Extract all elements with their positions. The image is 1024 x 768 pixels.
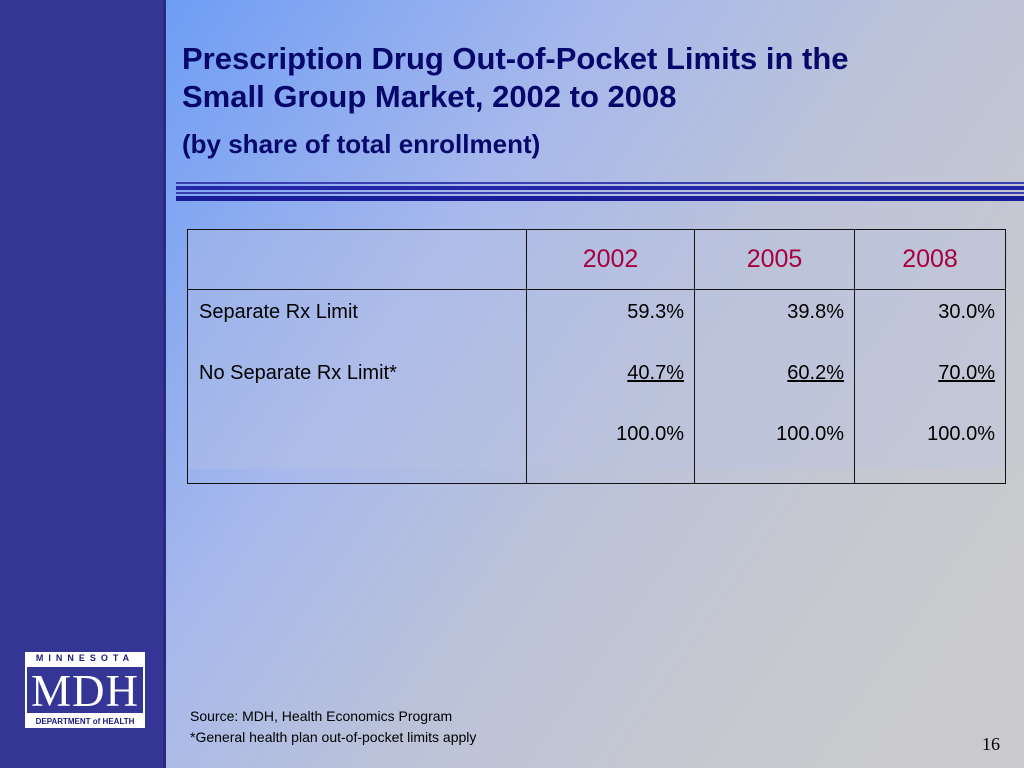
left-sidebar [0, 0, 163, 768]
value-2008-separate: 30.0% [938, 301, 995, 323]
asterisk-note: *General health plan out-of-pocket limit… [190, 729, 477, 745]
logo-bottom-text: DEPARTMENT of HEALTH [25, 715, 145, 728]
value-2002-no-separate: 40.7% [627, 362, 684, 384]
page-number: 16 [982, 734, 1000, 754]
table-body-row: Separate Rx Limit No Separate Rx Limit* … [187, 289, 1006, 484]
value-2002-separate: 59.3% [627, 301, 684, 323]
value-2005-total: 100.0% [776, 423, 844, 445]
values-2005-cell: 39.8% 60.2% 100.0% [694, 289, 855, 484]
value-2005-no-separate: 60.2% [787, 362, 844, 384]
row-label-separate-rx: Separate Rx Limit [199, 301, 358, 323]
value-2005-separate: 39.8% [787, 301, 844, 323]
value-2008-no-separate: 70.0% [938, 362, 995, 384]
value-2008-total: 100.0% [927, 423, 995, 445]
header-2002: 2002 [526, 229, 695, 290]
logo-main-text: MDH [25, 665, 145, 715]
header-empty [187, 229, 527, 290]
header-2008: 2008 [854, 229, 1006, 290]
values-2002-cell: 59.3% 40.7% 100.0% [526, 289, 695, 484]
title-divider [176, 182, 1024, 204]
slide-title: Prescription Drug Out-of-Pocket Limits i… [182, 40, 1002, 116]
title-line-2: Small Group Market, 2002 to 2008 [182, 79, 677, 114]
sidebar-edge [163, 0, 166, 768]
rx-limits-table: 2002 2005 2008 Separate Rx Limit No Sepa… [187, 229, 1006, 484]
table-header-row: 2002 2005 2008 [187, 229, 1006, 290]
mdh-logo: MINNESOTA MDH DEPARTMENT of HEALTH [25, 652, 145, 728]
footnote: Source: MDH, Health Economics Program *G… [190, 706, 476, 748]
value-2002-total: 100.0% [616, 423, 684, 445]
title-line-1: Prescription Drug Out-of-Pocket Limits i… [182, 41, 849, 76]
row-labels-cell: Separate Rx Limit No Separate Rx Limit* [187, 289, 527, 484]
values-2008-cell: 30.0% 70.0% 100.0% [854, 289, 1006, 484]
row-label-total [199, 422, 516, 483]
row-label-no-separate-rx: No Separate Rx Limit* [199, 362, 397, 384]
slide-subtitle: (by share of total enrollment) [182, 129, 541, 159]
source-note: Source: MDH, Health Economics Program [190, 708, 453, 724]
header-2005: 2005 [694, 229, 855, 290]
logo-top-text: MINNESOTA [25, 652, 145, 665]
